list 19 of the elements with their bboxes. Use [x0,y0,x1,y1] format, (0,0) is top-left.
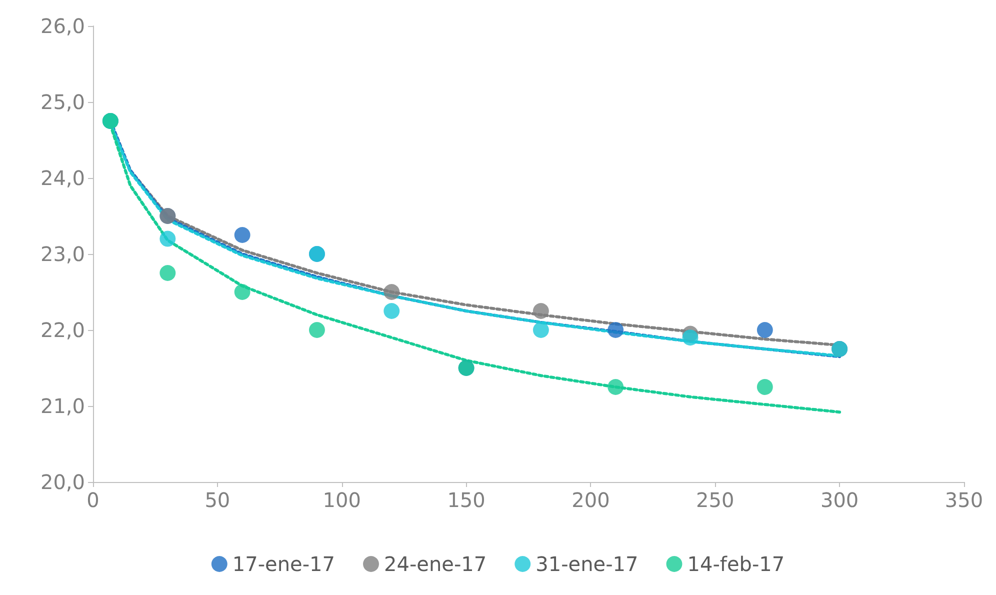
y-tick-label: 21,0 [40,394,85,418]
x-tick-label: 300 [820,488,859,512]
y-tick-label: 20,0 [40,470,85,494]
legend-label: 14-feb-17 [687,552,785,576]
y-tick-label: 23,0 [40,242,85,266]
x-tick-label: 150 [447,488,486,512]
y-tick-label: 26,0 [40,14,85,38]
x-tick-label: 350 [944,488,984,512]
y-tick-label: 24,0 [40,166,85,190]
legend-label: 24-ene-17 [384,552,487,576]
x-tick-label: 50 [204,488,230,512]
x-tick-label: 100 [322,488,361,512]
y-tick-label: 25,0 [40,90,85,114]
x-tick-label: 200 [572,488,610,512]
y-tick-label: 22,0 [40,318,85,342]
x-tick-label: 250 [696,488,734,512]
x-tick-label: 0 [86,488,100,512]
legend-label: 17-ene-17 [232,552,336,576]
legend-label: 31-ene-17 [536,552,638,576]
